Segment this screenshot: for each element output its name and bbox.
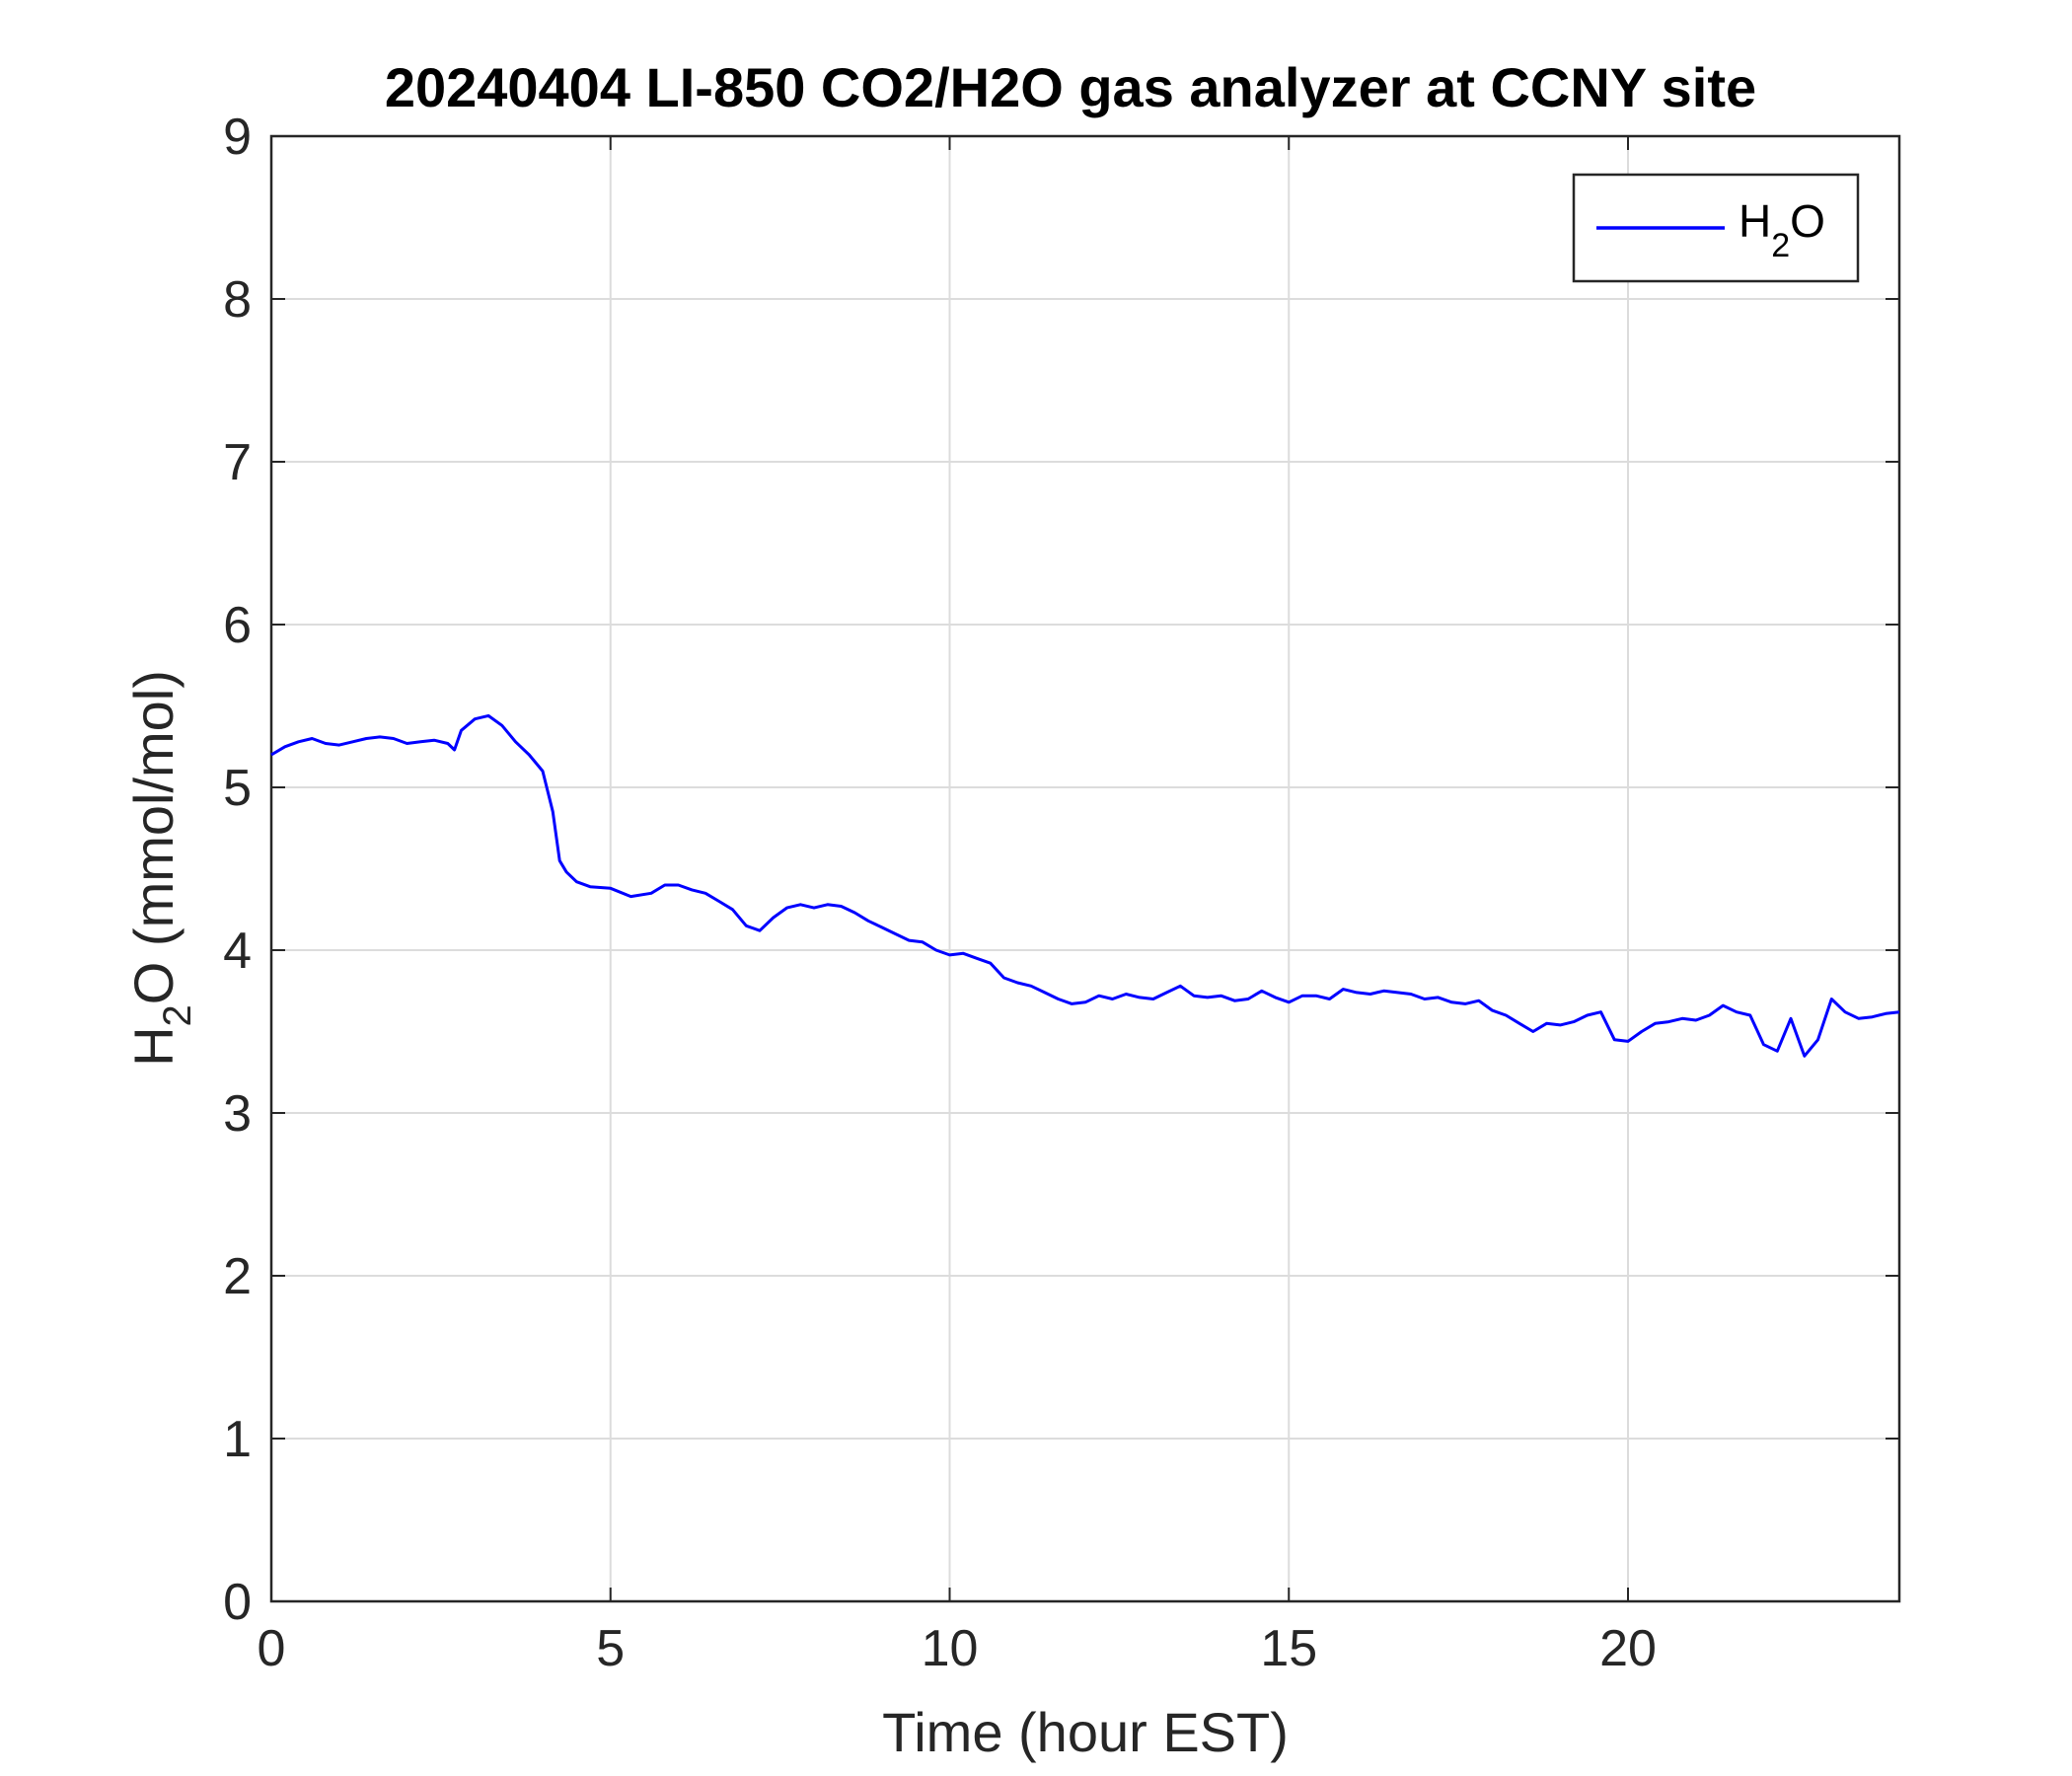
x-tick-label: 20 [1599, 1620, 1657, 1677]
chart-title: 20240404 LI-850 CO2/H2O gas analyzer at … [385, 56, 1756, 118]
y-tick-label: 9 [223, 109, 252, 166]
y-tick-label: 1 [223, 1411, 252, 1468]
axis-ticks [270, 135, 1899, 1602]
y-tick-label: 2 [223, 1248, 252, 1305]
y-axis-label-sub: 2 [156, 1004, 199, 1026]
y-axis-label: H2O (mmol/mol) [122, 670, 199, 1067]
x-tick-label: 15 [1260, 1620, 1317, 1677]
y-tick-label: 5 [223, 760, 252, 817]
plot-frame [269, 134, 1901, 1603]
legend-entry-h2o: H2O [1739, 195, 1825, 264]
y-tick-label: 0 [223, 1574, 252, 1631]
y-tick-label: 7 [223, 434, 252, 491]
grid [271, 136, 1899, 1601]
x-tick-label: 5 [596, 1620, 625, 1677]
y-tick-labels: 0 1 2 3 4 5 6 7 8 9 [223, 109, 252, 1631]
series-line-h2o [270, 713, 1900, 1058]
x-axis-label: Time (hour EST) [882, 1701, 1289, 1763]
x-tick-label: 0 [258, 1620, 286, 1677]
y-tick-label: 8 [223, 271, 252, 329]
legend-entry-h2o-rest: O [1790, 195, 1825, 247]
x-tick-labels: 0 5 10 15 20 [258, 1620, 1657, 1677]
y-axis-label-rest: O (mmol/mol) [122, 670, 185, 1004]
legend: H2O [1572, 173, 1860, 283]
y-tick-label: 6 [223, 597, 252, 654]
y-tick-label: 4 [223, 923, 252, 980]
y-tick-label: 3 [223, 1085, 252, 1143]
x-tick-label: 10 [922, 1620, 979, 1677]
y-axis-label-main: H [122, 1026, 185, 1066]
legend-entry-h2o-sub: 2 [1771, 227, 1790, 264]
legend-entry-h2o-main: H [1739, 195, 1771, 247]
